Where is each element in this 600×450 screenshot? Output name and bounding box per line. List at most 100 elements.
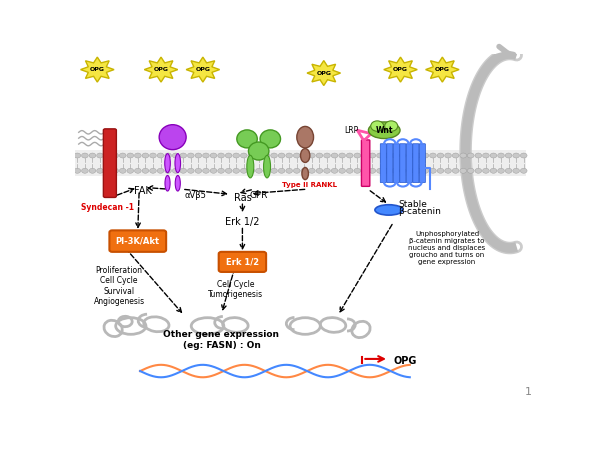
Circle shape: [263, 168, 270, 173]
Circle shape: [422, 168, 429, 173]
Polygon shape: [80, 57, 114, 82]
FancyBboxPatch shape: [109, 230, 166, 252]
Polygon shape: [144, 57, 178, 82]
Circle shape: [505, 153, 512, 158]
Polygon shape: [384, 57, 417, 82]
Circle shape: [180, 153, 187, 158]
Circle shape: [263, 153, 270, 158]
Text: β-catenin: β-catenin: [398, 207, 441, 216]
Circle shape: [210, 153, 217, 158]
Circle shape: [452, 168, 459, 173]
Text: OPG: OPG: [90, 67, 105, 72]
Text: OPG: OPG: [316, 71, 331, 76]
Circle shape: [354, 168, 361, 173]
Ellipse shape: [175, 176, 181, 191]
Circle shape: [482, 168, 489, 173]
Circle shape: [339, 153, 346, 158]
Polygon shape: [425, 57, 459, 82]
Circle shape: [301, 168, 308, 173]
Circle shape: [400, 153, 406, 158]
Text: Erk 1/2: Erk 1/2: [226, 257, 259, 266]
Circle shape: [89, 168, 96, 173]
Circle shape: [392, 168, 398, 173]
Text: OPG: OPG: [196, 67, 211, 72]
Circle shape: [210, 168, 217, 173]
Circle shape: [377, 168, 383, 173]
Circle shape: [149, 168, 157, 173]
Circle shape: [74, 168, 80, 173]
Circle shape: [286, 153, 293, 158]
Circle shape: [104, 168, 111, 173]
Circle shape: [301, 153, 308, 158]
FancyBboxPatch shape: [387, 144, 393, 183]
Circle shape: [127, 168, 134, 173]
Circle shape: [172, 153, 179, 158]
Circle shape: [460, 153, 467, 158]
Text: OPG: OPG: [435, 67, 450, 72]
Circle shape: [400, 168, 406, 173]
Circle shape: [127, 153, 134, 158]
Circle shape: [369, 153, 376, 158]
Circle shape: [142, 153, 149, 158]
Circle shape: [256, 168, 262, 173]
Circle shape: [233, 168, 239, 173]
Circle shape: [354, 153, 361, 158]
Circle shape: [490, 153, 497, 158]
Circle shape: [475, 153, 482, 158]
Text: Other gene expression
(eg: FASN) : On: Other gene expression (eg: FASN) : On: [163, 330, 280, 350]
Text: Wnt: Wnt: [376, 126, 393, 135]
FancyBboxPatch shape: [218, 252, 266, 272]
Circle shape: [445, 168, 451, 173]
Circle shape: [323, 153, 331, 158]
Ellipse shape: [159, 125, 186, 150]
Ellipse shape: [297, 126, 314, 148]
Text: Ras: Ras: [233, 193, 251, 203]
Circle shape: [241, 153, 247, 158]
Text: Erk 1/2: Erk 1/2: [225, 217, 260, 227]
Text: Proliferation
Cell Cycle
Survival
Angiogenesis: Proliferation Cell Cycle Survival Angiog…: [94, 266, 145, 306]
Circle shape: [331, 153, 338, 158]
Text: αVβ5: αVβ5: [184, 191, 206, 200]
Circle shape: [195, 168, 202, 173]
Circle shape: [112, 153, 119, 158]
Circle shape: [218, 168, 224, 173]
Text: Type II RANKL: Type II RANKL: [283, 182, 337, 188]
Circle shape: [392, 153, 398, 158]
Circle shape: [513, 153, 520, 158]
Circle shape: [520, 168, 527, 173]
Circle shape: [112, 168, 119, 173]
Circle shape: [248, 168, 254, 173]
Circle shape: [119, 168, 126, 173]
Circle shape: [308, 168, 315, 173]
Circle shape: [361, 153, 368, 158]
Circle shape: [460, 168, 467, 173]
Circle shape: [82, 153, 88, 158]
Circle shape: [203, 168, 209, 173]
Circle shape: [407, 153, 413, 158]
Circle shape: [180, 168, 187, 173]
Circle shape: [520, 153, 527, 158]
Circle shape: [445, 153, 451, 158]
FancyBboxPatch shape: [380, 144, 386, 183]
Circle shape: [225, 168, 232, 173]
Circle shape: [482, 153, 489, 158]
Circle shape: [97, 168, 103, 173]
Ellipse shape: [302, 167, 308, 180]
Circle shape: [339, 168, 346, 173]
Circle shape: [142, 168, 149, 173]
Circle shape: [278, 153, 285, 158]
Circle shape: [157, 153, 164, 158]
Circle shape: [218, 153, 224, 158]
FancyBboxPatch shape: [361, 140, 370, 186]
Circle shape: [377, 153, 383, 158]
Circle shape: [233, 153, 239, 158]
Circle shape: [490, 168, 497, 173]
FancyBboxPatch shape: [400, 144, 406, 183]
Ellipse shape: [375, 205, 403, 215]
Circle shape: [430, 168, 436, 173]
Circle shape: [497, 168, 505, 173]
Circle shape: [467, 168, 474, 173]
Circle shape: [187, 153, 194, 158]
Circle shape: [384, 153, 391, 158]
Ellipse shape: [165, 153, 170, 173]
